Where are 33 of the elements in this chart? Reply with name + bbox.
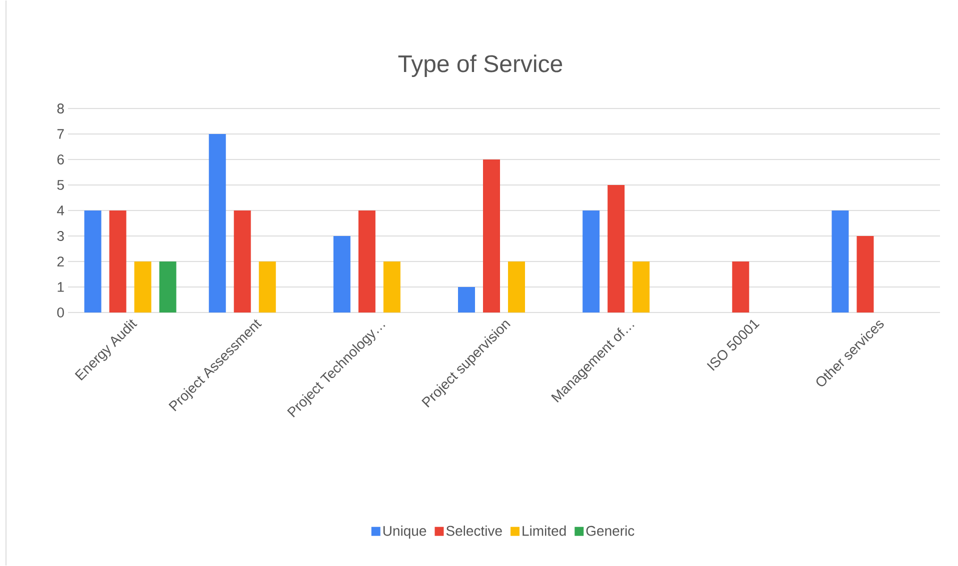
bar bbox=[358, 210, 376, 312]
bar bbox=[832, 210, 849, 312]
bar bbox=[383, 261, 400, 312]
bar bbox=[508, 261, 526, 312]
bar bbox=[258, 261, 276, 312]
y-tick-label: 2 bbox=[57, 256, 64, 266]
bar bbox=[84, 210, 102, 312]
bar bbox=[632, 261, 650, 312]
bar bbox=[109, 210, 126, 312]
bar bbox=[483, 159, 500, 312]
y-tick-label: 6 bbox=[57, 154, 64, 164]
y-tick-label: 8 bbox=[57, 104, 64, 114]
y-tick-label: 4 bbox=[57, 206, 64, 216]
bar bbox=[856, 236, 874, 312]
chart-title: Type of Service bbox=[398, 54, 562, 77]
y-tick-label: 5 bbox=[57, 180, 64, 190]
legend-label: Generic bbox=[586, 526, 634, 536]
bar bbox=[458, 286, 476, 312]
y-tick-label: 7 bbox=[57, 129, 64, 139]
y-tick-label: 1 bbox=[58, 282, 64, 292]
bar bbox=[333, 236, 350, 312]
bar bbox=[608, 184, 625, 312]
bar bbox=[582, 210, 600, 312]
bar bbox=[732, 261, 750, 312]
bar bbox=[159, 261, 176, 312]
bar bbox=[208, 134, 226, 312]
legend-label: Unique bbox=[383, 526, 426, 539]
y-tick-label: 0 bbox=[57, 308, 64, 318]
legend-label: Selective bbox=[446, 526, 502, 536]
bar bbox=[234, 210, 251, 312]
bar bbox=[134, 261, 152, 312]
legend-label: Limited bbox=[522, 526, 566, 536]
y-tick-label: 3 bbox=[57, 231, 64, 241]
